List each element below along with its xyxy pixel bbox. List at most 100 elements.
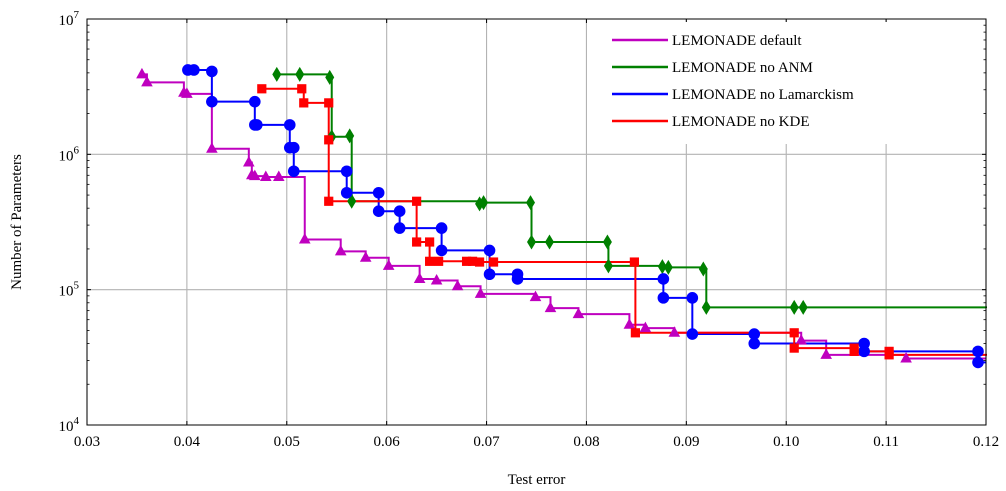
data-point-triangle <box>334 244 347 256</box>
data-point-diamond <box>698 261 708 277</box>
legend-label: LEMONADE default <box>672 33 802 49</box>
data-point-circle <box>393 222 406 234</box>
legend-label: LEMONADE no ANM <box>672 60 813 76</box>
data-point-triangle <box>181 87 193 98</box>
y-tick-exponent: 7 <box>74 9 80 21</box>
x-axis-title: Test error <box>508 472 566 488</box>
data-point-triangle <box>474 287 487 298</box>
data-point-triangle <box>260 170 272 182</box>
data-point-diamond <box>479 195 489 211</box>
data-point-square <box>324 135 334 145</box>
data-point-triangle <box>430 273 443 285</box>
x-tick-label: 0.07 <box>473 434 500 450</box>
legend: LEMONADE default LEMONADE no ANM LEMONADE … <box>606 22 922 144</box>
legend-label: LEMONADE no KDE <box>672 114 809 130</box>
y-tick-base: 10 <box>59 284 74 300</box>
data-point-square <box>434 256 444 266</box>
data-point-circle <box>372 205 385 218</box>
x-tick-label: 0.05 <box>274 434 300 450</box>
data-point-square <box>884 350 894 360</box>
data-point-circle <box>686 328 699 340</box>
x-tick-label: 0.04 <box>174 434 201 450</box>
data-point-circle <box>249 95 261 108</box>
data-point-triangle <box>206 142 218 153</box>
data-point-square <box>412 196 422 206</box>
x-tick-label: 0.08 <box>573 434 599 450</box>
data-point-triangle <box>136 67 148 79</box>
data-point-circle <box>483 244 496 257</box>
legend-label: LEMONADE no Lamarckism <box>672 87 854 103</box>
data-point-square <box>324 98 334 108</box>
data-point-triangle <box>900 352 912 363</box>
data-point-triangle <box>382 259 395 270</box>
x-tick-label: 0.06 <box>374 434 401 450</box>
data-point-circle <box>251 119 263 131</box>
data-point-circle <box>283 119 296 131</box>
data-point-square <box>257 84 267 94</box>
data-point-square <box>789 328 799 338</box>
data-point-circle <box>686 292 699 304</box>
data-point-triangle <box>820 348 832 359</box>
data-point-circle <box>206 95 218 108</box>
data-point-circle <box>748 328 761 340</box>
x-tick-label: 0.11 <box>873 434 899 450</box>
data-point-diamond <box>345 128 355 144</box>
data-point-circle <box>435 244 448 257</box>
data-point-circle <box>340 186 353 199</box>
data-point-square <box>412 237 422 247</box>
y-tick-exponent: 6 <box>74 144 80 156</box>
data-point-circle <box>435 222 448 234</box>
legend-box <box>606 22 922 144</box>
x-tick-label: 0.09 <box>673 434 699 450</box>
data-point-diamond <box>544 234 554 250</box>
data-point-triangle <box>639 321 652 333</box>
data-point-square <box>461 256 472 266</box>
data-point-square <box>849 346 859 356</box>
y-tick-base: 10 <box>59 13 74 29</box>
x-tick-label: 0.12 <box>973 434 999 450</box>
data-point-square <box>630 328 640 338</box>
data-point-square <box>474 257 485 267</box>
data-point-triangle <box>272 170 285 182</box>
data-point-diamond <box>798 299 808 315</box>
data-point-diamond <box>657 259 667 275</box>
data-point-square <box>789 343 799 353</box>
data-point-triangle <box>572 307 585 319</box>
data-point-diamond <box>663 259 673 275</box>
data-point-diamond <box>527 234 537 250</box>
y-tick-exponent: 5 <box>74 280 80 292</box>
data-point-diamond <box>701 299 711 315</box>
data-point-circle <box>511 273 524 285</box>
data-point-square <box>629 257 639 267</box>
plot-frame <box>86 18 987 426</box>
series-markers <box>136 64 984 369</box>
data-point-triangle <box>451 279 464 291</box>
y-tick-label: 105 <box>59 280 80 300</box>
data-point-triangle <box>795 334 808 345</box>
data-point-square <box>299 98 309 108</box>
data-point-triangle <box>413 272 426 283</box>
data-point-square <box>425 256 435 266</box>
y-tick-label: 106 <box>59 144 80 164</box>
data-point-circle <box>393 205 406 218</box>
y-tick-label: 104 <box>59 415 80 435</box>
data-point-triangle <box>243 156 255 167</box>
data-point-triangle <box>668 326 681 337</box>
data-point-triangle <box>544 301 557 313</box>
data-point-circle <box>483 268 496 281</box>
data-point-circle <box>206 65 218 78</box>
data-point-triangle <box>359 251 372 262</box>
data-point-circle <box>858 345 870 358</box>
y-tick-exponent: 4 <box>74 415 80 427</box>
x-axis-ticks: 0.03 0.04 0.05 0.06 0.07 0.08 0.09 0.10 0.11 0.12 <box>74 19 999 450</box>
data-point-triangle <box>529 290 542 302</box>
data-point-square <box>425 237 435 247</box>
data-point-diamond <box>272 66 282 82</box>
data-point-circle <box>972 345 984 358</box>
data-point-diamond <box>602 234 612 250</box>
data-point-triangle <box>298 232 311 244</box>
data-point-circle <box>972 356 984 369</box>
data-point-triangle <box>249 169 261 181</box>
